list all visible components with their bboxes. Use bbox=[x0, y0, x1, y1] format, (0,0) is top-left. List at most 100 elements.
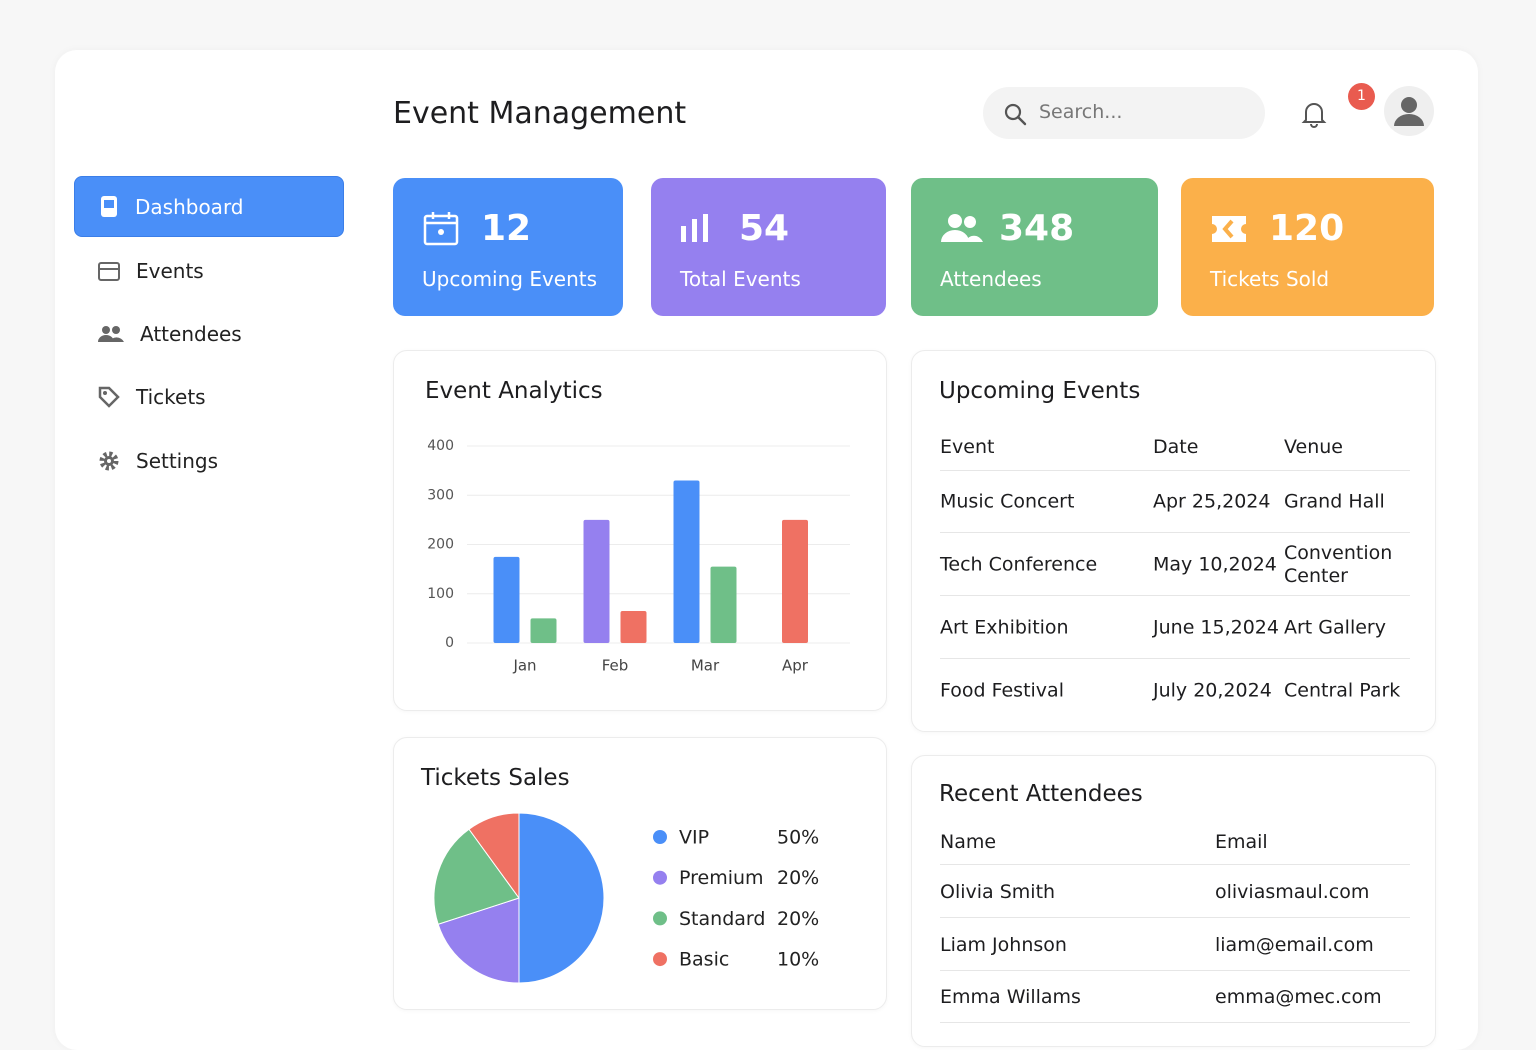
legend-value: 20% bbox=[777, 908, 819, 930]
legend-value: 10% bbox=[777, 949, 819, 971]
y-tick-label: 300 bbox=[427, 487, 454, 503]
nav-icon bbox=[98, 386, 120, 408]
bar bbox=[493, 556, 520, 643]
table-header: Name bbox=[940, 831, 997, 853]
table-cell: oliviasmaul.com bbox=[1215, 881, 1370, 903]
user-avatar[interactable] bbox=[1384, 86, 1434, 136]
table-cell: Olivia Smith bbox=[940, 881, 1056, 903]
table-cell: Convention Center bbox=[1284, 542, 1393, 587]
nav-item[interactable]: Dashboard bbox=[74, 176, 344, 237]
table-cell: emma@mec.com bbox=[1215, 986, 1382, 1008]
nav-icon bbox=[101, 195, 117, 217]
charts: 0 100 200 300 400 Jan Feb Mar Apr VIP 50% Premium 20… bbox=[427, 438, 850, 984]
table-cell: Tech Conference bbox=[940, 553, 1098, 576]
stat-card[interactable]: 348 Attendees bbox=[911, 178, 1158, 316]
table-divider bbox=[940, 595, 1410, 596]
bar bbox=[530, 618, 557, 643]
legend-label: Premium bbox=[679, 867, 764, 889]
nav-item[interactable]: Attendees bbox=[74, 304, 342, 363]
table-header: Venue bbox=[1284, 436, 1343, 458]
nav-item[interactable]: Settings bbox=[74, 431, 342, 490]
y-tick-label: 400 bbox=[427, 438, 454, 454]
legend-value: 50% bbox=[777, 827, 819, 849]
stat-card[interactable]: 12 Upcoming Events bbox=[393, 178, 623, 316]
search-box[interactable]: Search... bbox=[983, 87, 1265, 139]
nav-item[interactable]: Tickets bbox=[74, 367, 342, 426]
pie-slice bbox=[518, 812, 605, 984]
table-divider bbox=[940, 864, 1410, 865]
legend-dot bbox=[653, 952, 667, 967]
x-tick-label: Feb bbox=[602, 657, 629, 675]
table-divider bbox=[940, 917, 1410, 918]
nav-item[interactable]: Events bbox=[74, 241, 342, 300]
panel-title: Recent Attendees bbox=[939, 781, 1143, 807]
table-cell: liam@email.com bbox=[1215, 933, 1374, 956]
table-cell: Central Park bbox=[1284, 679, 1401, 702]
legend-dot bbox=[653, 870, 667, 885]
card-icon bbox=[423, 212, 459, 246]
table-header: Email bbox=[1215, 831, 1268, 853]
y-tick-label: 0 bbox=[445, 635, 454, 651]
table-cell: Grand Hall bbox=[1284, 490, 1385, 513]
y-tick-label: 200 bbox=[427, 537, 454, 553]
nav-icon bbox=[98, 325, 124, 342]
table-cell: Apr 25,2024 bbox=[1153, 490, 1271, 513]
nav-label: Tickets bbox=[136, 384, 206, 409]
nav-label: Settings bbox=[136, 448, 219, 473]
attendees-panel bbox=[911, 755, 1436, 1047]
table-cell: July 20,2024 bbox=[1153, 679, 1272, 702]
table-divider bbox=[940, 470, 1410, 471]
search-icon bbox=[1004, 103, 1027, 126]
table-cell: Art Gallery bbox=[1284, 616, 1386, 639]
legend-label: Standard bbox=[679, 908, 765, 930]
table-header: Date bbox=[1153, 436, 1199, 458]
notification-badge: 1 bbox=[1348, 83, 1375, 110]
x-tick-label: Mar bbox=[691, 657, 720, 675]
panel-title: Event Analytics bbox=[425, 378, 603, 404]
stat-label: Attendees bbox=[940, 267, 1042, 291]
search-placeholder: Search... bbox=[1039, 101, 1123, 123]
legend-label: Basic bbox=[679, 949, 729, 971]
bar bbox=[782, 519, 808, 643]
bar bbox=[583, 519, 610, 643]
table-cell: June 15,2024 bbox=[1153, 616, 1279, 639]
stat-value: 348 bbox=[999, 208, 1075, 249]
nav-icon bbox=[99, 451, 119, 470]
table-divider bbox=[940, 658, 1410, 659]
stat-card[interactable]: 120 Tickets Sold bbox=[1181, 178, 1434, 316]
notification-bell[interactable] bbox=[1300, 99, 1328, 129]
x-tick-label: Jan bbox=[512, 657, 536, 675]
card-icon bbox=[941, 214, 983, 242]
table-cell: Liam Johnson bbox=[940, 933, 1067, 956]
card-icon bbox=[681, 214, 708, 242]
legend-dot bbox=[653, 830, 667, 844]
table-divider bbox=[940, 969, 1410, 971]
pie-slice bbox=[433, 828, 520, 925]
table-cell: May 10,2024 bbox=[1153, 553, 1277, 576]
stat-card[interactable]: 54 Total Events bbox=[651, 178, 886, 316]
nav-icon bbox=[98, 261, 120, 281]
nav-label: Dashboard bbox=[135, 194, 244, 219]
stat-value: 12 bbox=[481, 208, 532, 249]
nav-label: Events bbox=[136, 258, 204, 283]
table-cell: Art Exhibition bbox=[940, 616, 1069, 639]
table-cell: Food Festival bbox=[940, 679, 1064, 702]
x-tick-label: Apr bbox=[782, 657, 809, 675]
bar bbox=[620, 610, 647, 643]
page-title: Event Management bbox=[393, 96, 687, 131]
pie-slice bbox=[437, 897, 520, 984]
table-cell: Music Concert bbox=[940, 490, 1075, 513]
panel-title: Upcoming Events bbox=[939, 378, 1141, 404]
table-divider bbox=[940, 532, 1410, 533]
bar bbox=[710, 566, 737, 643]
legend-dot bbox=[653, 911, 667, 926]
card-icon bbox=[1212, 216, 1246, 242]
stat-value: 120 bbox=[1269, 208, 1345, 249]
panel-title: Tickets Sales bbox=[421, 765, 570, 791]
y-tick-label: 100 bbox=[427, 586, 454, 602]
table-header: Event bbox=[940, 436, 995, 458]
stat-label: Total Events bbox=[680, 267, 801, 291]
stat-label: Tickets Sold bbox=[1210, 267, 1330, 291]
legend-label: VIP bbox=[679, 827, 709, 849]
table-divider bbox=[940, 1022, 1410, 1023]
